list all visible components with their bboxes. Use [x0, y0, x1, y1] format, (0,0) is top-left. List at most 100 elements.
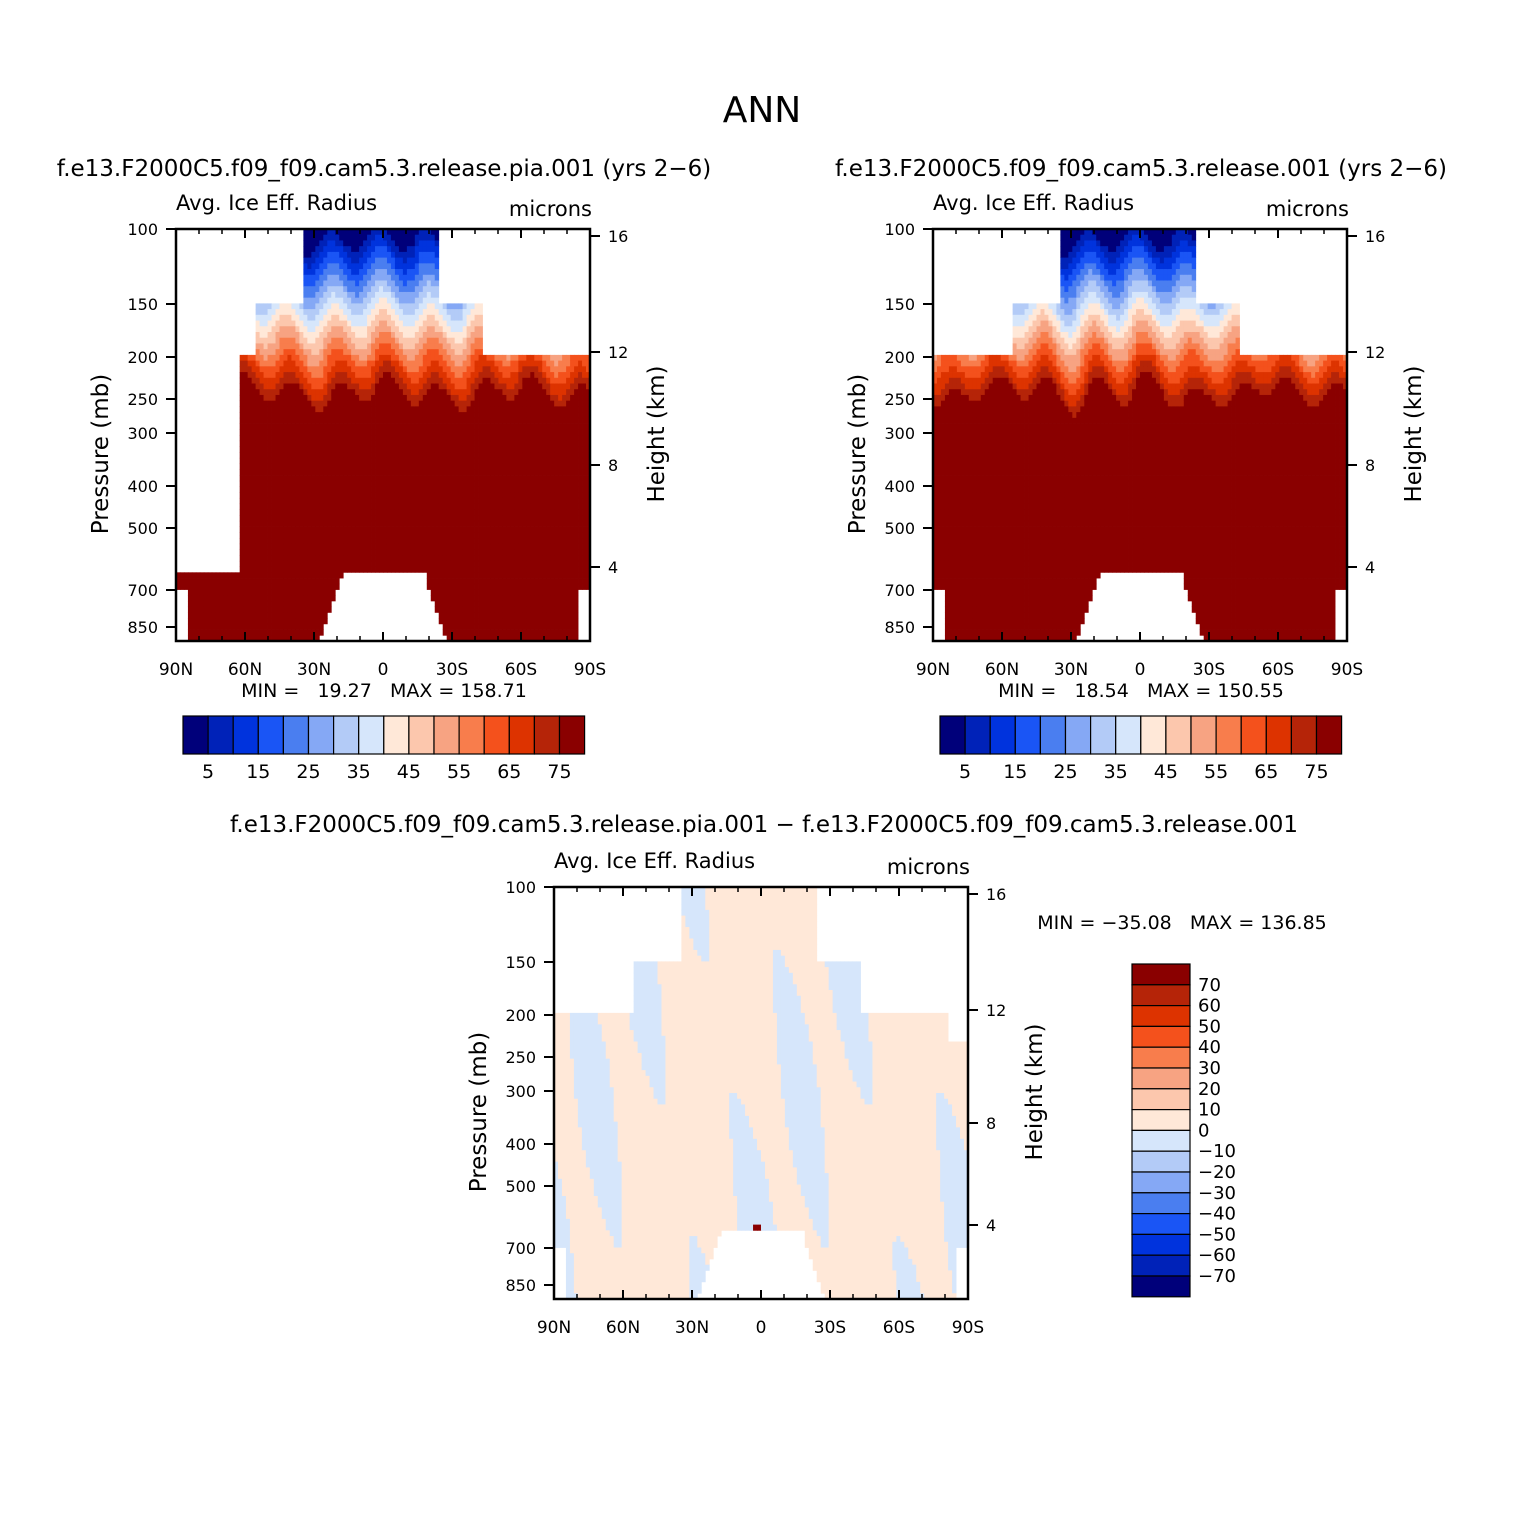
field-cell [371, 549, 376, 556]
field-cell [438, 555, 444, 562]
field-cell [410, 435, 416, 442]
field-cell [371, 560, 376, 568]
field-cell [343, 520, 348, 527]
field-cell [406, 566, 412, 573]
field-cell [243, 595, 249, 602]
field-cell [534, 526, 539, 533]
field-cell [251, 515, 257, 522]
field-cell [546, 480, 551, 487]
field-cell [410, 383, 416, 390]
field-cell [307, 400, 312, 407]
field-cell [295, 497, 300, 505]
field-cell [430, 349, 436, 356]
field-cell [379, 492, 384, 499]
field-cell [335, 303, 340, 310]
field-cell [379, 257, 384, 264]
field-cell [486, 406, 491, 413]
field-cell [363, 286, 368, 293]
field-cell [550, 595, 555, 602]
field-cell [259, 629, 264, 636]
field-cell [223, 629, 229, 636]
field-cell [426, 349, 432, 356]
field-cell [434, 423, 440, 430]
field-cell [291, 578, 296, 585]
field-cell [263, 475, 268, 482]
field-cell [355, 377, 360, 384]
field-cell [466, 366, 471, 373]
field-cell [371, 309, 376, 316]
field-cell [347, 326, 352, 333]
field-cell [295, 578, 300, 585]
field-cell [570, 457, 575, 465]
field-cell [271, 337, 276, 344]
field-cell [339, 555, 344, 562]
field-cell [367, 332, 372, 339]
field-cell [327, 475, 332, 482]
field-cell [287, 435, 292, 442]
field-cell [438, 538, 444, 545]
field-cell [414, 251, 420, 259]
field-cell [363, 303, 368, 310]
field-cell [430, 412, 436, 419]
field-cell [267, 469, 272, 476]
field-cell [562, 400, 567, 407]
field-cell [367, 234, 372, 241]
field-cell [247, 555, 253, 562]
field-cell [534, 417, 539, 424]
field-cell [371, 429, 376, 436]
field-cell [375, 234, 380, 241]
field-cell [359, 354, 364, 362]
field-cell [522, 612, 527, 619]
field-cell [383, 314, 388, 321]
field-cell [363, 509, 368, 516]
field-cell [331, 435, 336, 442]
field-cell [283, 635, 288, 642]
field-cell [442, 538, 448, 545]
field-cell [375, 435, 380, 442]
field-cell [351, 360, 356, 367]
field-cell [251, 503, 257, 510]
field-cell [263, 332, 268, 339]
field-cell [426, 497, 432, 505]
field-cell [315, 349, 320, 356]
field-cell [506, 560, 511, 568]
field-cell [291, 492, 296, 499]
field-cell [367, 309, 372, 316]
field-cell [323, 412, 328, 419]
field-cell [355, 463, 360, 470]
field-cell [271, 354, 276, 362]
field-cell [390, 269, 396, 276]
field-cell [331, 555, 336, 562]
field-cell [379, 286, 384, 293]
field-cell [263, 623, 268, 630]
field-cell [355, 509, 360, 516]
field-cell [203, 618, 209, 625]
field-cell [351, 343, 356, 350]
field-cell [402, 343, 408, 350]
field-cell [343, 291, 348, 299]
field-cell [406, 263, 412, 270]
field-cell [275, 423, 280, 430]
field-cell [462, 497, 467, 505]
field-cell [311, 349, 316, 356]
field-cell [550, 383, 555, 390]
field-cell [550, 452, 555, 459]
field-cell [359, 297, 364, 304]
field-cell [343, 526, 348, 533]
field-cell [478, 320, 483, 327]
field-cell [418, 320, 424, 327]
field-cell [474, 337, 479, 344]
field-cell [283, 480, 288, 487]
field-cell [566, 389, 571, 396]
field-cell [386, 337, 392, 344]
field-cell [414, 337, 420, 344]
field-cell [323, 406, 328, 413]
field-cell [331, 446, 336, 453]
field-cell [422, 538, 428, 545]
field-cell [438, 595, 444, 602]
field-cell [323, 320, 328, 327]
field-cell [267, 583, 272, 590]
field-cell [546, 406, 551, 413]
field-cell [355, 486, 360, 493]
field-cell [279, 612, 284, 619]
